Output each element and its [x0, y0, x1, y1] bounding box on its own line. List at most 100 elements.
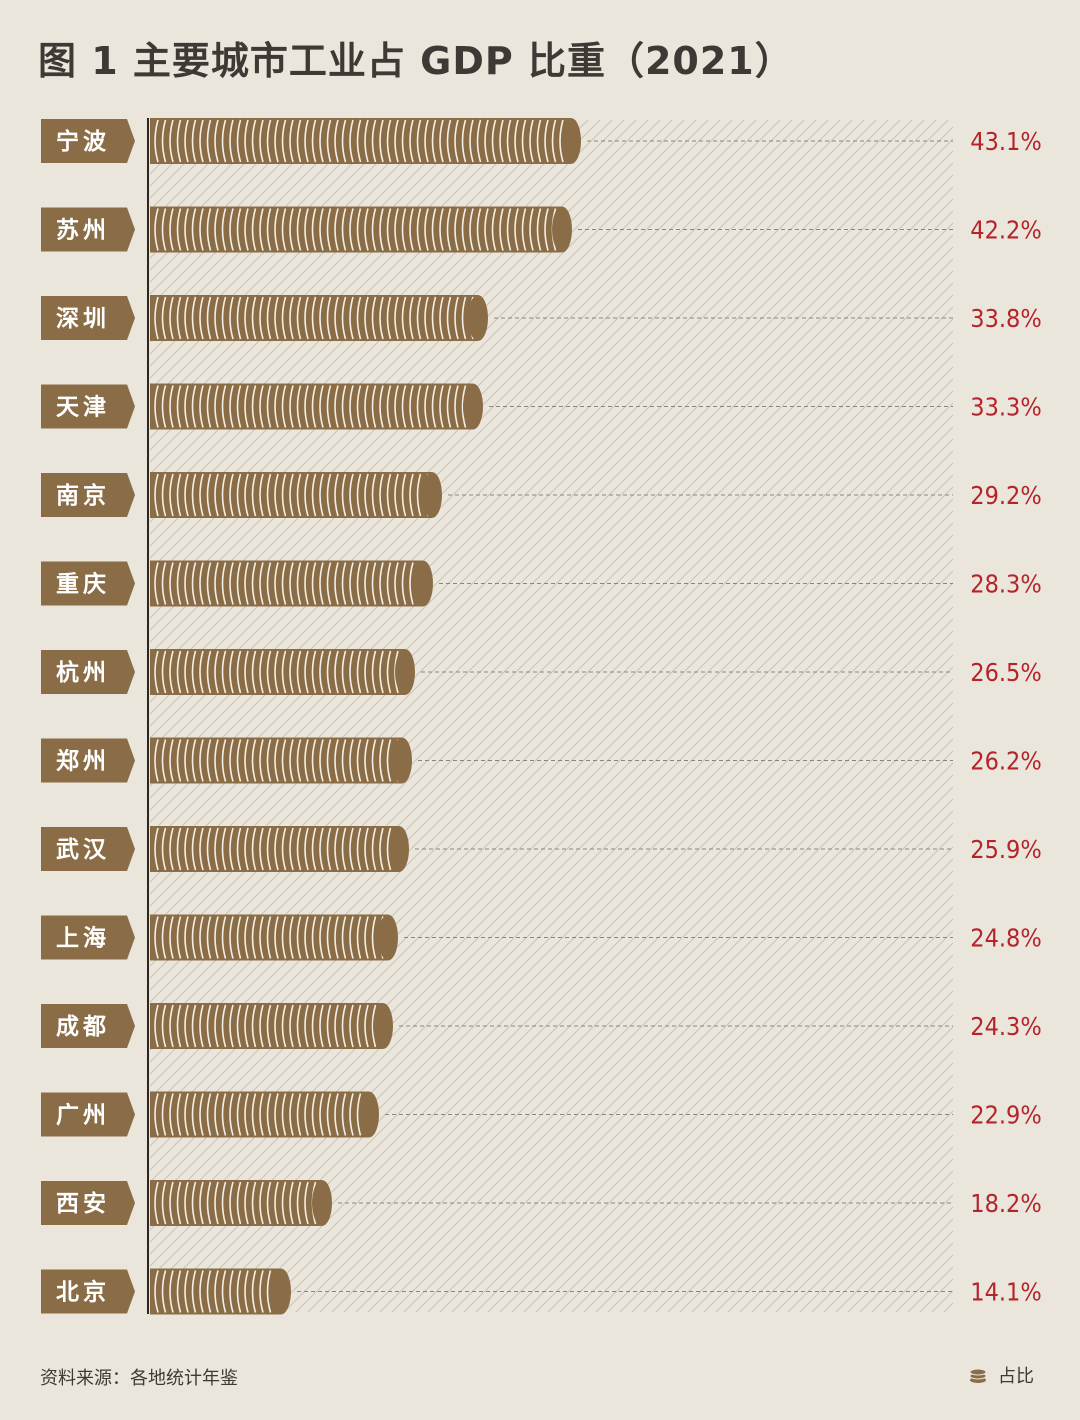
bar-ridge [304, 473, 309, 517]
value-label: 33.8% [970, 304, 1041, 333]
bar-ridge [199, 208, 204, 251]
bar-ridge [439, 385, 444, 428]
bar-ridge [356, 1093, 362, 1136]
bar-ridge [169, 739, 174, 782]
bar-ridge [364, 739, 369, 782]
bar-ridge [349, 739, 354, 782]
category-label-bg [41, 296, 135, 340]
bar-ridge [184, 296, 189, 340]
bar-ridge [244, 1093, 249, 1136]
bar-ridge [259, 119, 264, 163]
bar-ridge [266, 208, 272, 251]
bar-ridge [244, 296, 249, 340]
bar-ridge [536, 208, 542, 251]
coin-stack-icon [969, 1368, 987, 1383]
bar-ridge [244, 650, 249, 694]
bar-ridge [274, 385, 279, 428]
bar-ridges [154, 1093, 362, 1136]
bar-ridge [326, 1093, 332, 1136]
bar-ridge [409, 473, 414, 517]
bar-ridge [154, 1093, 159, 1136]
bar-ridge [424, 385, 429, 428]
category-label: 上海 [56, 925, 110, 952]
value-label: 24.8% [970, 924, 1041, 953]
bar-ridge [394, 473, 399, 517]
bar-ridge [356, 650, 362, 694]
bar-ridge [229, 385, 234, 428]
bar-ridge [266, 1270, 272, 1313]
bar-ridge [199, 1270, 204, 1313]
bar-ridge [206, 1270, 212, 1313]
bar-ridge [461, 119, 467, 163]
bar-ridge [311, 1093, 317, 1136]
bar-ridge [274, 739, 279, 782]
bar-ridge [416, 119, 422, 163]
bar-ridge [341, 1004, 347, 1048]
bar-ridge [484, 208, 489, 251]
bar-ridge [454, 208, 459, 251]
bar-ridge [184, 385, 189, 428]
bar-ridge [229, 562, 234, 605]
bar-end-cap [271, 1268, 291, 1315]
bar-ridge [289, 1181, 294, 1225]
bar-ridge [184, 473, 189, 517]
bar-ridge [229, 1181, 234, 1225]
bar-end-cap [463, 383, 483, 430]
bar-ridge [251, 385, 257, 428]
bar-ridge [191, 296, 197, 340]
bar-ridge [251, 827, 257, 871]
bar-ridge [199, 1093, 204, 1136]
bar-ridge [199, 119, 204, 163]
bar-row: 南京 29.2% [41, 472, 1042, 518]
bar-ridge [206, 1093, 212, 1136]
bar-ridge [266, 385, 272, 428]
bar-ridge [266, 916, 272, 959]
bar-ridges [154, 385, 467, 428]
bar-ridge [199, 473, 204, 517]
bar-ridge [296, 650, 302, 694]
bar-ridge [244, 827, 249, 871]
bar-ridge [319, 296, 324, 340]
bar-ridge [191, 916, 197, 959]
bar-ridge [176, 1093, 182, 1136]
bar-ridge [236, 473, 242, 517]
bar-ridge [206, 296, 212, 340]
bar-ridge [379, 827, 384, 871]
bar-ridge [236, 208, 242, 251]
bar-ridge [431, 385, 437, 428]
bar-ridge [184, 1004, 189, 1048]
bar-row: 苏州 42.2% [41, 206, 1042, 253]
category-label-bg [41, 207, 135, 252]
bar-ridge [191, 827, 197, 871]
bar-ridge [379, 650, 384, 694]
bar-ridge [461, 296, 467, 340]
bar-ridge [311, 1004, 317, 1048]
bar-ridge [334, 562, 339, 605]
bar-ridge [334, 1004, 339, 1048]
bar-ridge [221, 1181, 227, 1225]
bar-ridge [206, 208, 212, 251]
bar-ridge [559, 119, 564, 163]
bar-ridge [161, 208, 167, 251]
bar-ridge [221, 473, 227, 517]
bar-ridge [274, 1004, 279, 1048]
bar-ridge [334, 1093, 339, 1136]
bar-ridge [551, 119, 557, 163]
bar-ridge [169, 650, 174, 694]
bar-ridge [274, 1181, 279, 1225]
category-label: 西安 [56, 1190, 110, 1217]
bar-ridge [491, 208, 497, 251]
bar-ridge [281, 562, 287, 605]
bar-ridge [259, 650, 264, 694]
category-label-bg [41, 827, 135, 871]
bar-ridge [356, 208, 362, 251]
bar-ridges [154, 1004, 377, 1048]
bar-ridge [244, 119, 249, 163]
bar-ridge [319, 562, 324, 605]
bar-ridge [446, 208, 452, 251]
bar-ridge [236, 916, 242, 959]
bar-ridge [371, 473, 377, 517]
value-label: 18.2% [970, 1189, 1041, 1218]
bar-ridge [319, 739, 324, 782]
bar-ridge [236, 1004, 242, 1048]
